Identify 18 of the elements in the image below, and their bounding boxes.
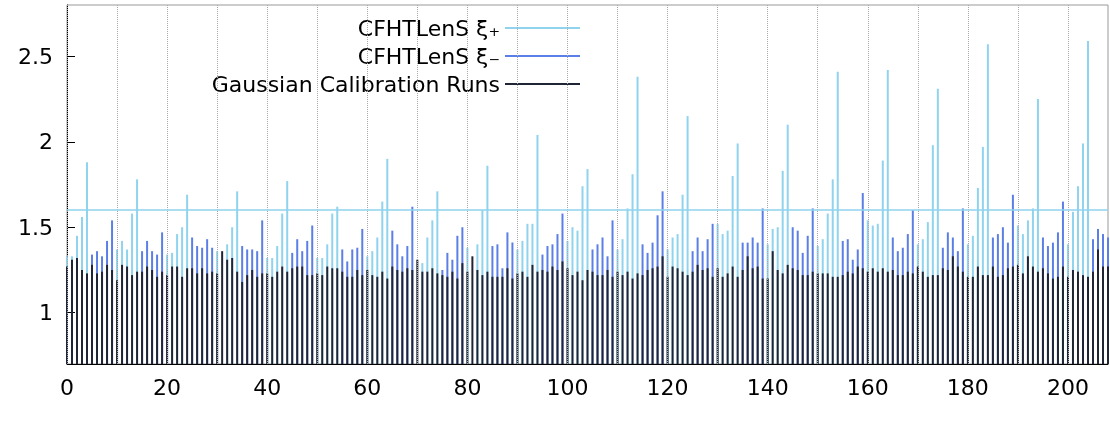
x-tick-label: 180: [946, 374, 989, 400]
x-tick-label: 100: [546, 374, 589, 400]
y-tick-label: 2: [39, 129, 53, 155]
x-tick-label: 80: [453, 374, 482, 400]
x-tick-label: 120: [646, 374, 689, 400]
x-tick-label: 40: [253, 374, 282, 400]
y-tick-label: 2.5: [18, 43, 53, 69]
x-tick-label: 60: [353, 374, 382, 400]
x-tick-label: 160: [846, 374, 889, 400]
x-tick-label: 20: [153, 374, 182, 400]
y-tick-label: 1: [39, 300, 53, 326]
legend-label: Gaussian Calibration Runs: [211, 71, 500, 97]
x-tick-label: 200: [1046, 374, 1089, 400]
x-tick-label: 0: [60, 374, 74, 400]
legend-label: CFHTLenS ξ₋: [357, 43, 500, 69]
legend-label: CFHTLenS ξ₊: [357, 15, 500, 41]
x-tick-label: 140: [746, 374, 789, 400]
y-tick-label: 1.5: [18, 214, 53, 240]
